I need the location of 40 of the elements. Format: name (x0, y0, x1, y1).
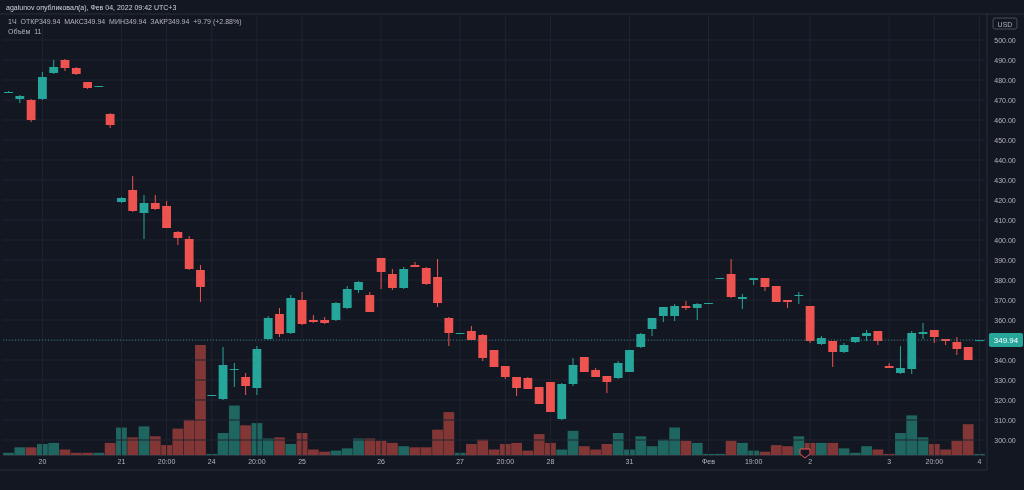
candlestick (952, 336, 962, 356)
bar (25, 447, 37, 455)
bar (274, 437, 285, 455)
candlestick (26, 98, 36, 123)
candlestick (387, 268, 397, 291)
candlestick (884, 362, 894, 369)
candlestick (342, 285, 352, 310)
bar (127, 437, 139, 455)
bar (680, 440, 692, 455)
candlestick (376, 257, 386, 290)
bar (725, 440, 737, 455)
bar (827, 442, 839, 455)
candlestick (297, 291, 307, 326)
candlestick (444, 316, 454, 347)
candlestick (331, 301, 341, 322)
ref-line-label: 349.94 (993, 336, 1019, 346)
candlestick (399, 266, 409, 290)
bar (398, 446, 410, 455)
candlestick (128, 175, 138, 213)
candlestick (173, 230, 183, 246)
candlestick (896, 345, 905, 375)
candlestick (602, 375, 612, 394)
bar (240, 425, 252, 455)
bar (816, 442, 827, 455)
bar (285, 444, 297, 455)
candlestick (162, 200, 171, 229)
candlestick (726, 258, 736, 299)
candlestick (38, 71, 47, 101)
bar (93, 452, 105, 455)
candlestick (139, 194, 149, 240)
candlestick (828, 340, 838, 368)
candlestick (241, 372, 251, 396)
candlestick (512, 376, 521, 397)
candlestick (229, 362, 239, 388)
candlestick (196, 264, 205, 303)
candlestick (794, 291, 804, 305)
candlestick (478, 333, 488, 362)
bar (104, 442, 116, 455)
candlestick (568, 357, 578, 387)
candlestick (275, 307, 284, 338)
